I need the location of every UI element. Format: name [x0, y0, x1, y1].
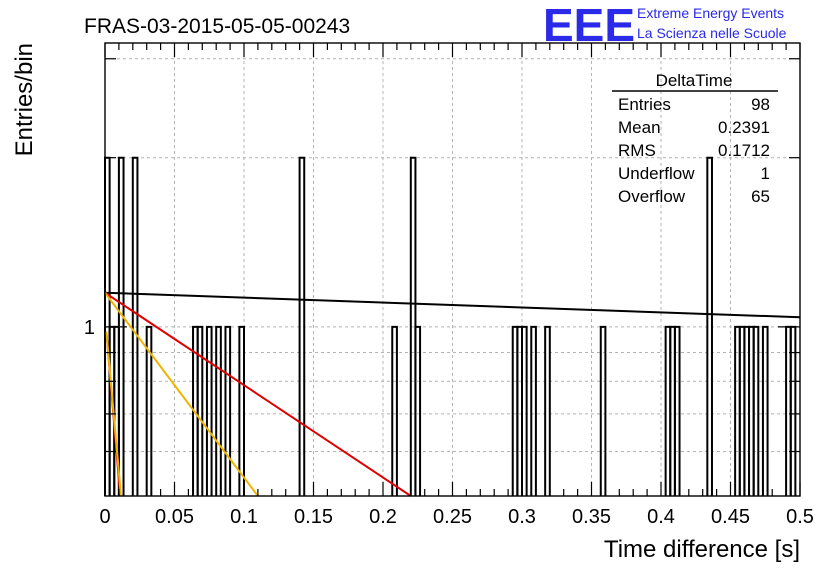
x-axis-title: Time difference [s] — [604, 536, 800, 563]
stats-box: DeltaTime Entries 98 Mean 0.2391 RMS 0.1712 Un… — [612, 71, 778, 206]
histogram-bin — [752, 325, 760, 496]
x-tick-label: 0.3 — [508, 506, 536, 528]
logo-line2: La Scienza nelle Scuole — [637, 25, 787, 41]
x-tick-label: 0 — [99, 506, 110, 528]
stats-label: RMS — [618, 141, 656, 160]
stats-title: DeltaTime — [656, 71, 733, 90]
histogram-bin — [391, 325, 398, 496]
grid-lines — [105, 43, 800, 496]
x-tick-label: 0.45 — [711, 506, 750, 528]
x-tick-label: 0.35 — [572, 506, 611, 528]
x-tick-label: 0.05 — [155, 506, 194, 528]
stats-value: 65 — [751, 187, 770, 206]
x-tick-label: 0.4 — [647, 506, 675, 528]
histogram-bin — [673, 325, 681, 496]
stats-value: 1 — [761, 164, 770, 183]
histogram-bin — [544, 325, 551, 496]
y-tick-labels: 1 — [84, 317, 95, 339]
fit-line — [104, 291, 801, 319]
stats-value: 0.2391 — [718, 118, 770, 137]
histogram-bin — [145, 325, 153, 496]
stats-value: 0.1712 — [718, 141, 770, 160]
eee-logo: EEE Extreme Energy Events La Scienza nel… — [543, 0, 787, 51]
stats-label: Mean — [618, 118, 661, 137]
x-tick-labels: 0 0.05 0.1 0.15 0.2 0.25 0.3 0.35 0.4 0.45 0.5 — [99, 506, 813, 528]
chart-title: FRAS-03-2015-05-05-00243 — [84, 15, 350, 38]
histogram-bin — [224, 325, 232, 496]
fit-line — [104, 292, 259, 497]
histogram-bin — [530, 325, 537, 496]
x-tick-label: 0.15 — [294, 506, 333, 528]
histogram-bars — [104, 156, 797, 496]
x-tick-label: 0.25 — [433, 506, 472, 528]
histogram-bin — [414, 325, 422, 496]
histogram-bin — [761, 325, 769, 496]
histogram-bin — [706, 156, 713, 496]
x-tick-label: 0.5 — [786, 506, 814, 528]
stats-value: 98 — [751, 95, 770, 114]
axis-ticks — [104, 43, 801, 496]
fit-line — [104, 291, 412, 497]
y-tick-label: 1 — [84, 317, 95, 339]
histogram-bin — [238, 325, 245, 496]
logo-line1: Extreme Energy Events — [637, 5, 784, 21]
histogram-bin — [298, 156, 306, 496]
y-axis-title: Entries/bin — [11, 43, 38, 156]
histogram-bin — [215, 325, 222, 496]
stats-label: Overflow — [618, 187, 686, 206]
histogram-bin — [205, 325, 213, 496]
x-tick-label: 0.1 — [230, 506, 258, 528]
histogram-bin — [599, 325, 607, 496]
histogram-bin — [131, 156, 139, 496]
histogram-bin — [521, 325, 528, 496]
histogram-bin — [196, 325, 204, 496]
stats-label: Entries — [618, 95, 671, 114]
x-tick-label: 0.2 — [369, 506, 397, 528]
stats-label: Underflow — [618, 164, 695, 183]
